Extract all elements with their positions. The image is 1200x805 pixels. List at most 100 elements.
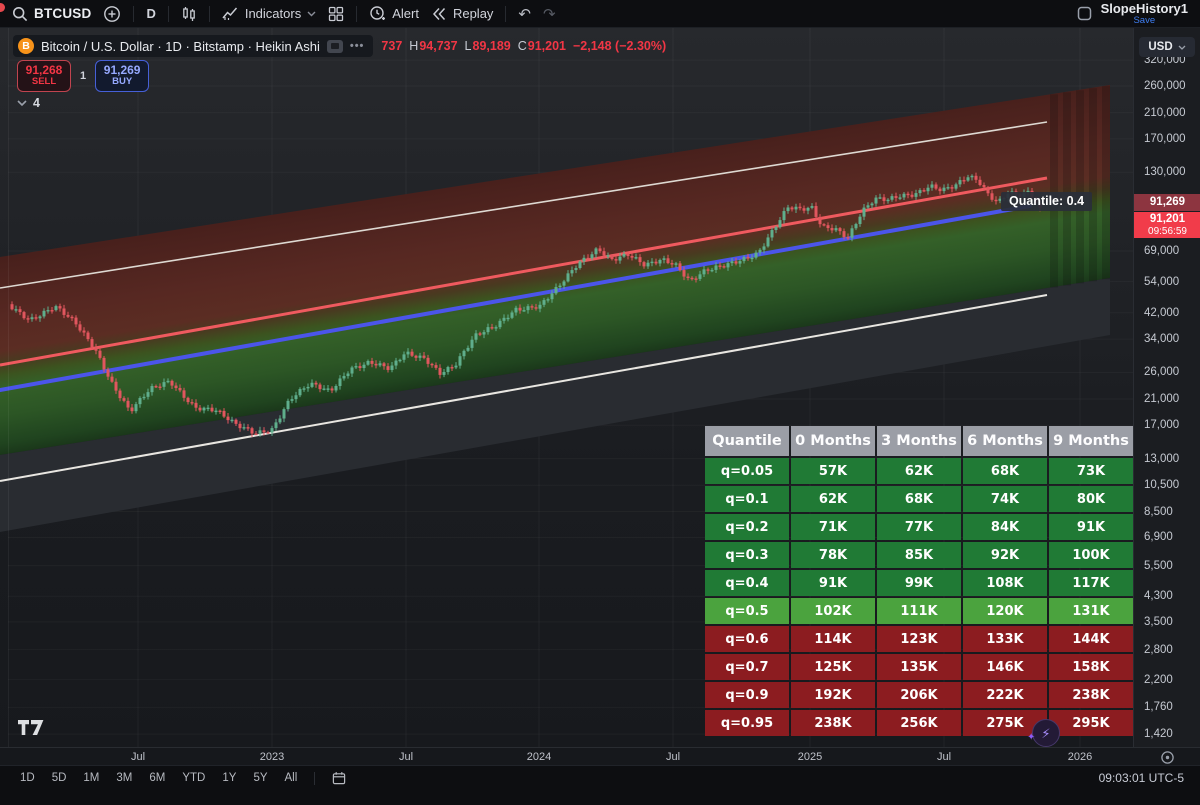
interval-button[interactable]: D [146, 6, 156, 21]
replay-button[interactable]: Replay [431, 6, 493, 21]
table-header-cell: Quantile [705, 426, 789, 456]
visibility-icon[interactable] [326, 39, 343, 53]
time-axis-label: Jul [130, 750, 146, 763]
channel-red-quantile-line [0, 176, 1048, 367]
range-button-all[interactable]: All [284, 772, 298, 784]
symbol-legend[interactable]: B Bitcoin / U.S. Dollar · 1D · Bitstamp … [13, 35, 374, 57]
last-price-tag: 91,201 09:56:59 [1134, 212, 1200, 238]
spread-value: 1 [80, 70, 87, 82]
quantile-table: Quantile 0 Months 3 Months 6 Months 9 Months… [705, 426, 1133, 736]
price-axis-label: 4,300 [1144, 590, 1173, 603]
forecast-strips [1050, 86, 1110, 288]
symbol-search-button[interactable]: BTCUSD [12, 6, 91, 22]
price-axis[interactable]: USD 91,269 91,201 09:56:59 320,000 260,00… [1133, 28, 1200, 747]
table-value-cell: 238K [1049, 682, 1133, 708]
ohlc-part: 737 [381, 39, 403, 53]
range-button-1d[interactable]: 1D [20, 772, 35, 784]
calendar-icon[interactable] [332, 771, 346, 785]
currency-select[interactable]: USD [1139, 37, 1195, 57]
layout-grid-icon[interactable] [328, 6, 344, 22]
toolbar-divider [356, 5, 358, 22]
channel-lower-band [0, 278, 1110, 532]
price-axis-label: 6,900 [1144, 531, 1173, 544]
price-axis-label: 13,000 [1144, 452, 1180, 465]
price-axis-label: 34,000 [1144, 333, 1180, 346]
top-toolbar: BTCUSD D Indicators Alert Replay ↶ ↷ Slo… [0, 0, 1200, 28]
price-axis-label: 2,800 [1144, 643, 1173, 656]
channel-lower-bound-line [0, 294, 1048, 482]
range-button-1m[interactable]: 1M [83, 772, 100, 784]
ai-assistant-icon[interactable]: ✦ ⚡ [1027, 719, 1060, 747]
sell-price: 91,268 [25, 62, 63, 77]
toolbar-divider [133, 5, 135, 22]
redo-button[interactable]: ↷ [543, 5, 556, 23]
price-axis-label: 21,000 [1144, 393, 1180, 405]
toolbar-divider [208, 5, 210, 22]
save-button[interactable]: Save [1133, 14, 1156, 26]
table-value-cell: 117K [1049, 570, 1133, 596]
price-axis-label: 170,000 [1144, 132, 1186, 145]
price-axis-label: 8,500 [1144, 505, 1173, 518]
channel-fan-fill [0, 85, 1110, 455]
table-value-cell: 100K [1049, 542, 1133, 568]
price-axis-label: 130,000 [1144, 166, 1186, 179]
chart-style-icon[interactable] [181, 6, 197, 22]
alert-button[interactable]: Alert [369, 5, 419, 22]
price-axis-label: 3,500 [1144, 615, 1173, 628]
tradingview-logo[interactable] [18, 720, 44, 735]
table-value-cell: 57K [791, 458, 875, 484]
table-value-cell: 238K [791, 710, 875, 736]
price-axis-label: 69,000 [1144, 245, 1180, 258]
range-button-ytd[interactable]: YTD [182, 772, 206, 784]
indicators-label: Indicators [244, 6, 302, 21]
ohlc-part: −2,148 (−2.30%) [573, 39, 667, 53]
table-header-cell: 0 Months [791, 426, 875, 456]
table-quantile-cell: q=0.95 [705, 710, 789, 736]
timezone-icon[interactable] [1160, 750, 1175, 765]
ask-price-tag: 91,269 [1134, 194, 1200, 211]
account-name: SlopeHistory1 [1100, 0, 1188, 16]
replay-label: Replay [452, 6, 494, 21]
alert-label: Alert [392, 6, 419, 21]
table-value-cell: 62K [791, 486, 875, 512]
table-quantile-cell: q=0.3 [705, 542, 789, 568]
time-axis[interactable]: Jul 2023 Jul 2024 Jul 2025 Jul 2026 [0, 747, 1200, 765]
table-quantile-cell: q=0.5 [705, 598, 789, 624]
price-axis-label: 10,500 [1144, 479, 1180, 492]
ohlc-part: L 89,189 [464, 39, 511, 53]
chart-canvas[interactable] [0, 0, 1200, 786]
table-value-cell: 91K [1049, 514, 1133, 540]
table-value-cell: 120K [963, 598, 1047, 624]
sell-button[interactable]: 91,268 SELL [17, 60, 71, 92]
table-value-cell: 146K [963, 654, 1047, 680]
compare-add-icon[interactable] [103, 5, 121, 23]
table-quantile-cell: q=0.1 [705, 486, 789, 512]
undo-button[interactable]: ↶ [518, 5, 531, 23]
more-menu-icon[interactable]: ••• [349, 40, 365, 52]
range-button-6m[interactable]: 6M [149, 772, 166, 784]
table-value-cell: 135K [877, 654, 961, 680]
account-menu[interactable]: SlopeHistory1 Save [1101, 2, 1188, 26]
range-button-5y[interactable]: 5Y [253, 772, 268, 784]
range-button-5d[interactable]: 5D [51, 772, 67, 784]
object-tree-toggle[interactable]: 4 [17, 96, 40, 110]
left-pane-divider [8, 28, 9, 765]
table-value-cell: 71K [791, 514, 875, 540]
range-button-1y[interactable]: 1Y [222, 772, 237, 784]
recording-dot [0, 3, 5, 12]
range-button-3m[interactable]: 3M [116, 772, 133, 784]
clock[interactable]: 09:03:01 UTC-5 [1098, 771, 1184, 785]
table-value-cell: 77K [877, 514, 961, 540]
toolbar-divider [314, 772, 316, 785]
checkbox-icon[interactable] [1077, 6, 1092, 21]
price-axis-label: 5,500 [1144, 559, 1173, 572]
price-axis-label: 210,000 [1144, 106, 1186, 119]
ohlc-part: C 91,201 [517, 39, 566, 53]
price-axis-label: 1,760 [1144, 701, 1173, 714]
indicators-button[interactable]: Indicators [222, 6, 316, 21]
table-value-cell: 92K [963, 542, 1047, 568]
buy-button[interactable]: 91,269 BUY [95, 60, 150, 92]
table-header-cell: 9 Months [1049, 426, 1133, 456]
symbol-label: BTCUSD [34, 6, 92, 21]
table-value-cell: 68K [963, 458, 1047, 484]
